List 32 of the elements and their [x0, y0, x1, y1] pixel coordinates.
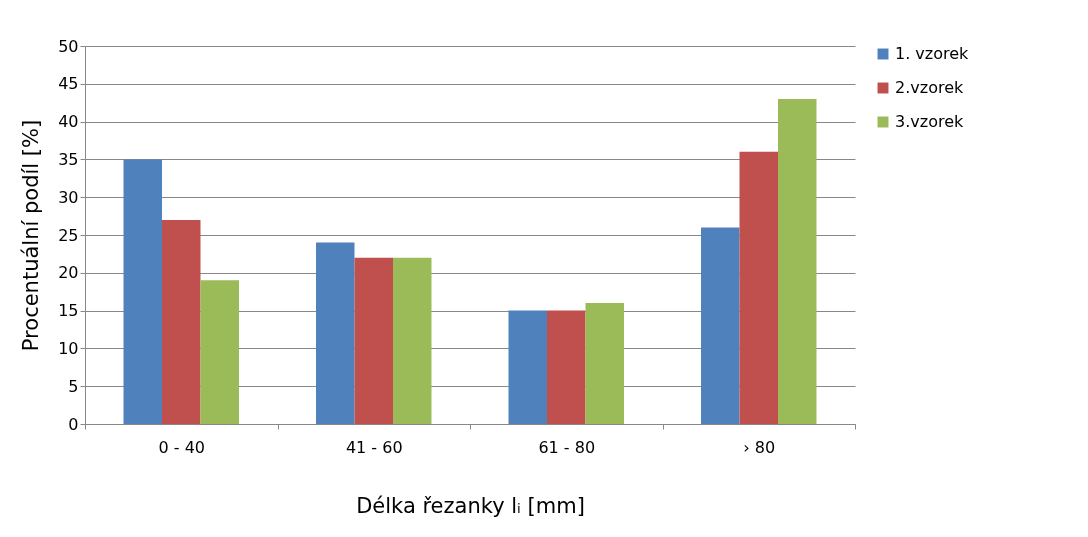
x-tick-label: › 80: [743, 437, 776, 457]
y-axis-title: Procentuální podíl [%]: [19, 119, 44, 352]
bar: [200, 280, 239, 424]
y-tick-label: 25: [58, 225, 79, 245]
y-tick-label: 35: [58, 149, 79, 169]
bar: [354, 257, 393, 424]
y-tick-label: 5: [68, 376, 79, 396]
legend-label: 2.vzorek: [895, 78, 964, 97]
legend-label: 1. vzorek: [895, 44, 970, 63]
x-tick-label: 41 - 60: [345, 437, 403, 457]
bar: [701, 227, 740, 424]
y-tick-label: 45: [58, 74, 79, 94]
y-tick-label: 30: [58, 187, 79, 207]
x-axis-title: Délka řezanky lᵢ [mm]: [356, 493, 585, 518]
bar: [162, 219, 201, 424]
bar: [585, 303, 624, 424]
y-tick-label: 20: [58, 263, 79, 283]
y-tick-label: 0: [68, 414, 79, 434]
y-tick-label: 40: [58, 112, 79, 132]
y-tick-label: 50: [58, 36, 79, 56]
legend-label: 3.vzorek: [895, 112, 964, 131]
x-tick-label: 61 - 80: [538, 437, 596, 457]
bar: [778, 98, 817, 424]
x-tick-label: 0 - 40: [158, 437, 205, 457]
bar: [508, 310, 547, 424]
bar: [547, 310, 586, 424]
bar: [393, 257, 432, 424]
y-tick-label: 15: [58, 301, 79, 321]
y-tick-label: 10: [58, 338, 79, 358]
bar: [123, 159, 162, 424]
bar: [316, 242, 355, 424]
bar: [739, 151, 778, 424]
